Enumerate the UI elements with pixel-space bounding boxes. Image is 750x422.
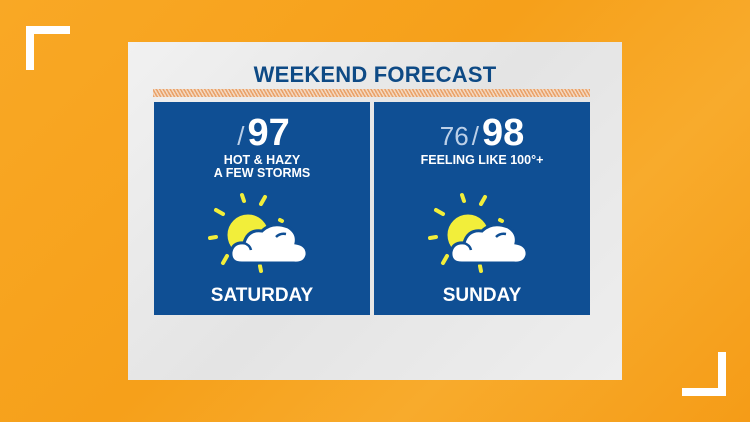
low-temp: 76	[439, 121, 469, 151]
forecast-panel: WEEKEND FORECAST /97 HOT & HAZY A FEW ST…	[128, 42, 622, 380]
partly-sunny-icon	[208, 193, 309, 273]
high-temp: 98	[481, 112, 525, 154]
day-label: SUNDAY	[442, 285, 522, 306]
corner-bracket-top-left	[26, 26, 70, 70]
divider-stripe	[153, 89, 590, 97]
description: FEELING LIKE 100°+	[374, 154, 590, 167]
day-label: SATURDAY	[210, 285, 314, 306]
day-card-sunday: 76/98 FEELING LIKE 100°+ SUNDAY	[374, 102, 590, 315]
description-line: HOT & HAZY	[223, 153, 301, 167]
slash: /	[237, 121, 245, 151]
description: HOT & HAZY A FEW STORMS	[154, 154, 370, 180]
temperatures: /97	[154, 112, 370, 155]
partly-sunny-icon	[428, 193, 529, 273]
slash: /	[471, 121, 479, 151]
day-card-saturday: /97 HOT & HAZY A FEW STORMS SATURDAY	[154, 102, 370, 315]
description-line: A FEW STORMS	[213, 166, 311, 180]
temperatures: 76/98	[374, 112, 590, 155]
description-line: FEELING LIKE 100°+	[420, 153, 544, 167]
corner-bracket-bottom-right	[682, 352, 726, 396]
high-temp: 97	[247, 112, 290, 154]
page-title: WEEKEND FORECAST	[253, 62, 497, 87]
